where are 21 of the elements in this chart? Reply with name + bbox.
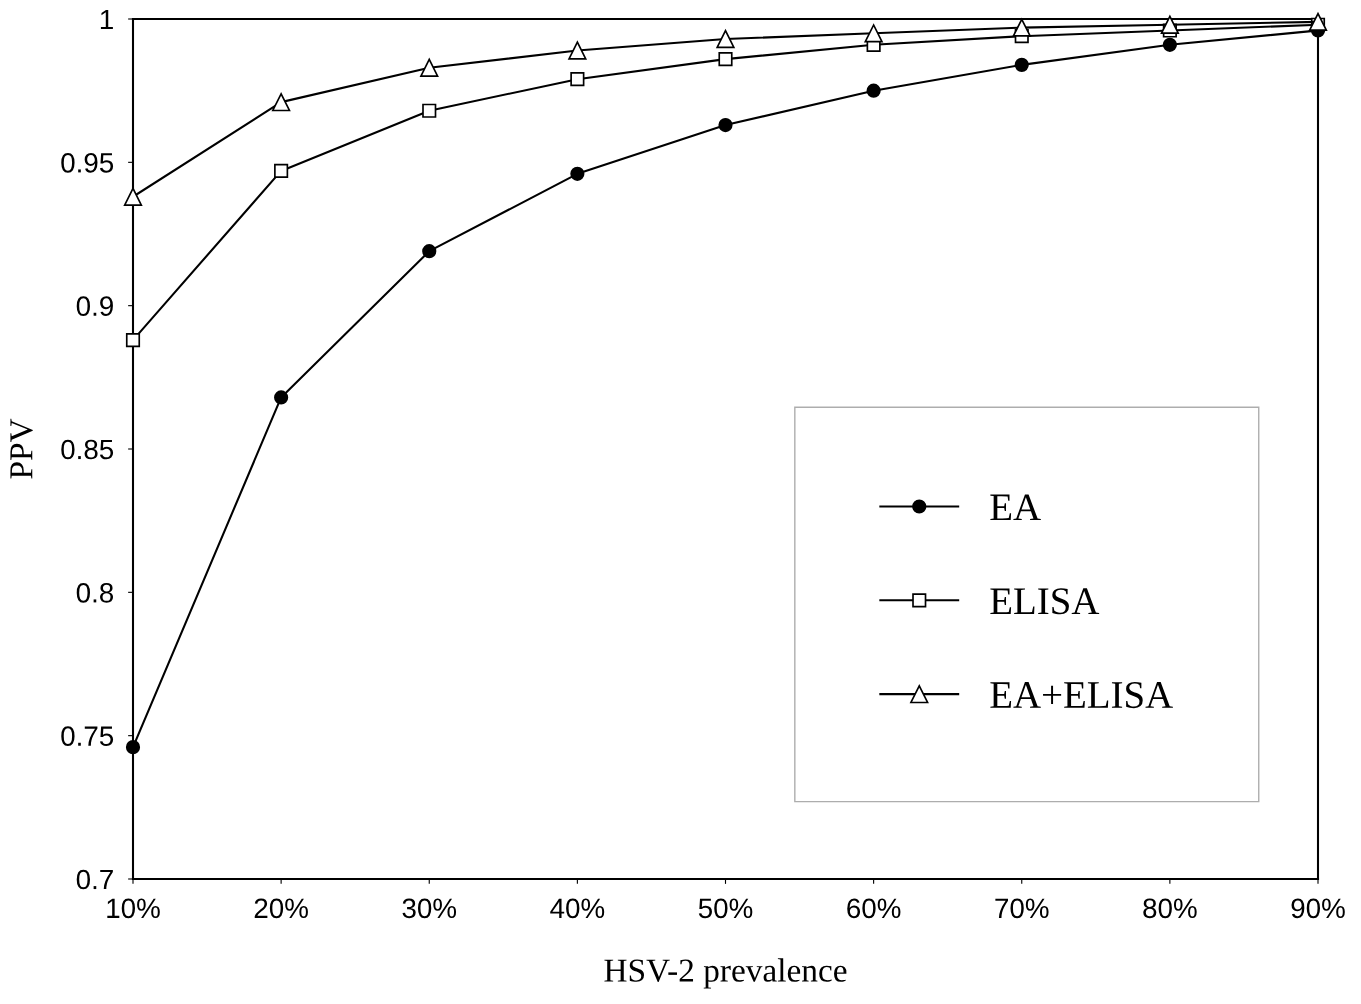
y-tick-label: 0.75 [61, 726, 114, 747]
x-tick-label: 80% [1143, 898, 1197, 919]
x-tick-label: 70% [995, 898, 1049, 919]
x-tick-label: 40% [550, 898, 605, 919]
x-tick-label: 90% [1291, 898, 1345, 919]
y-tick-label: 0.95 [61, 153, 114, 173]
x-axis-title: HSV-2 prevalence [604, 958, 847, 989]
x-tick-label: 50% [698, 898, 753, 919]
x-tick-label: 20% [254, 898, 308, 919]
legend-label: EA+ELISA [990, 682, 1173, 709]
y-tick-label: 1 [100, 9, 113, 30]
x-tick-label: 60% [847, 898, 901, 919]
legend-label: EA [990, 494, 1041, 521]
y-tick-label: 0.9 [76, 296, 113, 317]
y-tick-label: 0.85 [61, 439, 114, 460]
y-axis-title: PPV [10, 418, 33, 479]
x-tick-label: 30% [402, 898, 457, 919]
x-tick-label: 10% [107, 898, 160, 919]
legend-label: ELISA [990, 588, 1100, 615]
y-tick-label: 0.8 [76, 583, 114, 603]
y-tick-label: 0.7 [76, 869, 113, 890]
